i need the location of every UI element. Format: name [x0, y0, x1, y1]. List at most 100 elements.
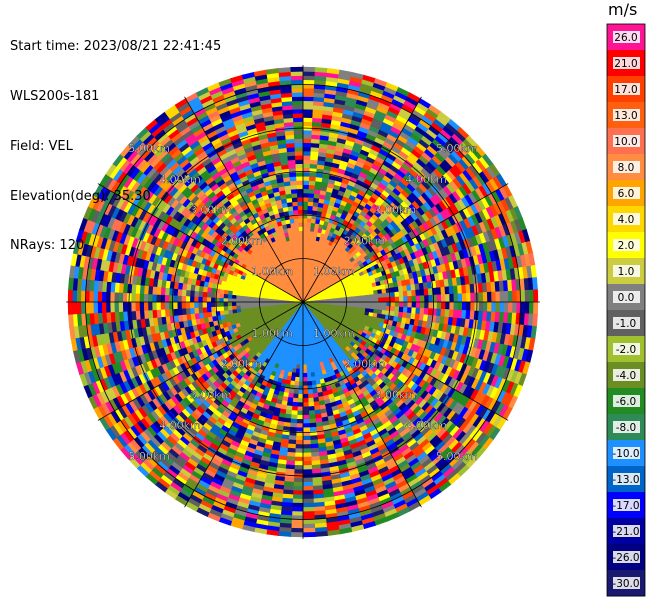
range-gate [382, 297, 388, 303]
range-gate [297, 393, 304, 399]
range-gate [307, 389, 313, 395]
range-gate [314, 531, 328, 537]
range-gate [407, 295, 413, 303]
range-gate [302, 381, 308, 387]
range-gate [302, 414, 310, 420]
range-gate [308, 188, 316, 194]
range-gate [307, 201, 314, 207]
range-gate [307, 196, 315, 203]
range-gate [302, 171, 311, 177]
range-gate [495, 291, 501, 303]
range-gate [491, 301, 497, 313]
range-gate [411, 301, 417, 309]
range-gate [302, 506, 315, 513]
range-gate [302, 377, 308, 383]
range-gate [302, 452, 312, 458]
range-gate [499, 291, 505, 303]
range-gate [528, 301, 535, 315]
range-gate [482, 301, 488, 312]
range-gate [390, 301, 396, 308]
range-gate [295, 435, 304, 441]
range-gate [302, 180, 310, 186]
range-gate [302, 456, 312, 462]
range-gate [449, 293, 455, 303]
range-gate [302, 427, 311, 433]
range-gate [302, 96, 315, 102]
range-gate [302, 502, 315, 508]
range-gate [218, 305, 225, 312]
range-gate [365, 298, 371, 303]
range-gate [302, 184, 310, 190]
range-gate [415, 295, 421, 303]
range-gate [461, 293, 467, 303]
range-gate [507, 290, 514, 303]
range-gate [294, 452, 304, 458]
range-gate [302, 159, 311, 165]
range-gate [294, 460, 304, 466]
range-gate [478, 292, 484, 303]
range-gate [361, 295, 367, 300]
range-gate [302, 494, 314, 500]
range-gate [302, 154, 311, 160]
ppi-gates [67, 66, 539, 538]
range-gate [302, 221, 308, 227]
range-gate [302, 402, 309, 408]
range-gate [470, 301, 476, 312]
range-gate [302, 364, 307, 370]
range-gate [295, 427, 304, 433]
range-gate [407, 301, 413, 309]
range-gate [68, 313, 74, 327]
range-gate [248, 301, 254, 306]
range-gate [193, 307, 200, 314]
range-gate [491, 291, 497, 303]
range-gate [512, 290, 518, 303]
range-gate [503, 290, 509, 303]
range-gate [394, 301, 400, 308]
range-gate [307, 205, 314, 211]
range-gate [307, 385, 313, 391]
range-gate [293, 389, 299, 395]
range-gate [440, 301, 446, 310]
range-gate [466, 301, 472, 312]
range-gate [386, 301, 392, 307]
range-gate [365, 294, 371, 300]
range-gate [302, 196, 309, 202]
range-gate [533, 289, 539, 303]
range-gate [308, 405, 315, 412]
range-gate [244, 304, 250, 309]
range-gate [302, 444, 311, 450]
range-gate [302, 498, 314, 504]
range-gate [295, 439, 304, 445]
range-gate [306, 376, 312, 382]
range-gate [373, 297, 379, 303]
range-gate [292, 397, 299, 403]
range-gate [302, 66, 316, 72]
range-gate [302, 91, 315, 98]
range-gate [293, 380, 300, 387]
range-gate [524, 289, 530, 303]
range-gate [302, 410, 310, 416]
range-gate [302, 490, 314, 496]
range-gate [394, 306, 400, 313]
range-gate [214, 306, 220, 312]
range-gate [403, 296, 409, 303]
range-gate [307, 393, 314, 399]
range-gate [365, 301, 371, 306]
range-gate [302, 393, 309, 399]
range-gate [293, 385, 299, 391]
range-gate [290, 527, 304, 534]
range-gate [302, 121, 313, 127]
range-gate [302, 112, 314, 118]
range-gate [302, 389, 309, 395]
range-gate [302, 230, 308, 236]
range-gate [302, 435, 311, 441]
range-gate [302, 226, 308, 232]
range-gate [302, 519, 315, 525]
range-gate [302, 360, 307, 366]
range-gate [302, 108, 314, 114]
range-gate [302, 100, 314, 106]
range-gate [373, 301, 379, 307]
range-gate [390, 306, 396, 312]
range-gate [290, 532, 304, 538]
range-gate [386, 292, 392, 298]
